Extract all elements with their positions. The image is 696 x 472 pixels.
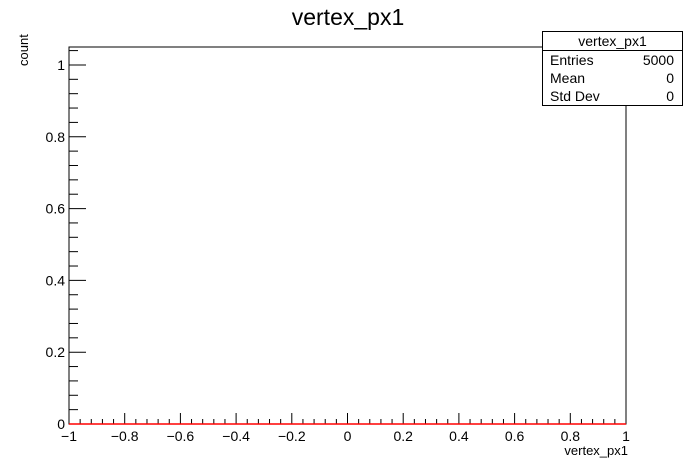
- x-tick-label: 0.8: [561, 428, 581, 444]
- y-tick-label: 0.6: [46, 201, 66, 217]
- stats-value: 0: [666, 70, 674, 86]
- stats-row-mean: Mean 0: [543, 69, 682, 87]
- x-axis-ticks: −1 −0.8 −0.6 −0.4 −0.2 0 0.2 0.4 0.6 0.8 1: [61, 413, 630, 444]
- stats-row-stddev: Std Dev 0: [543, 87, 682, 105]
- y-axis-ticks: 0 0.2 0.4 0.6 0.8 1: [46, 50, 86, 432]
- stats-label: Entries: [550, 52, 594, 68]
- y-tick-label: 1: [57, 57, 65, 73]
- stats-value: 5000: [642, 52, 674, 68]
- y-tick-label: 0.2: [46, 344, 66, 360]
- x-axis-label: vertex_px1: [564, 443, 628, 458]
- stats-label: Std Dev: [550, 88, 600, 104]
- stats-row-entries: Entries 5000: [543, 51, 682, 69]
- stats-value: 0: [666, 88, 674, 104]
- x-tick-label: −0.6: [167, 428, 195, 444]
- x-tick-label: 1: [622, 428, 630, 444]
- x-tick-label: −0.8: [111, 428, 139, 444]
- x-tick-label: 0.4: [449, 428, 469, 444]
- y-tick-label: 0: [57, 416, 65, 432]
- x-tick-label: 0: [344, 428, 352, 444]
- y-tick-label: 0.8: [46, 129, 66, 145]
- x-tick-label: −0.2: [278, 428, 306, 444]
- y-tick-label: 0.4: [46, 272, 66, 288]
- x-tick-label: 0.2: [393, 428, 413, 444]
- stats-box: vertex_px1 Entries 5000 Mean 0 Std Dev 0: [542, 31, 683, 106]
- x-tick-label: −0.4: [222, 428, 250, 444]
- stats-box-title: vertex_px1: [543, 32, 682, 51]
- chart-title: vertex_px1: [291, 4, 405, 30]
- stats-label: Mean: [550, 70, 586, 86]
- x-tick-label: −1: [61, 428, 77, 444]
- y-axis-label: count: [16, 34, 31, 66]
- x-tick-label: 0.6: [505, 428, 525, 444]
